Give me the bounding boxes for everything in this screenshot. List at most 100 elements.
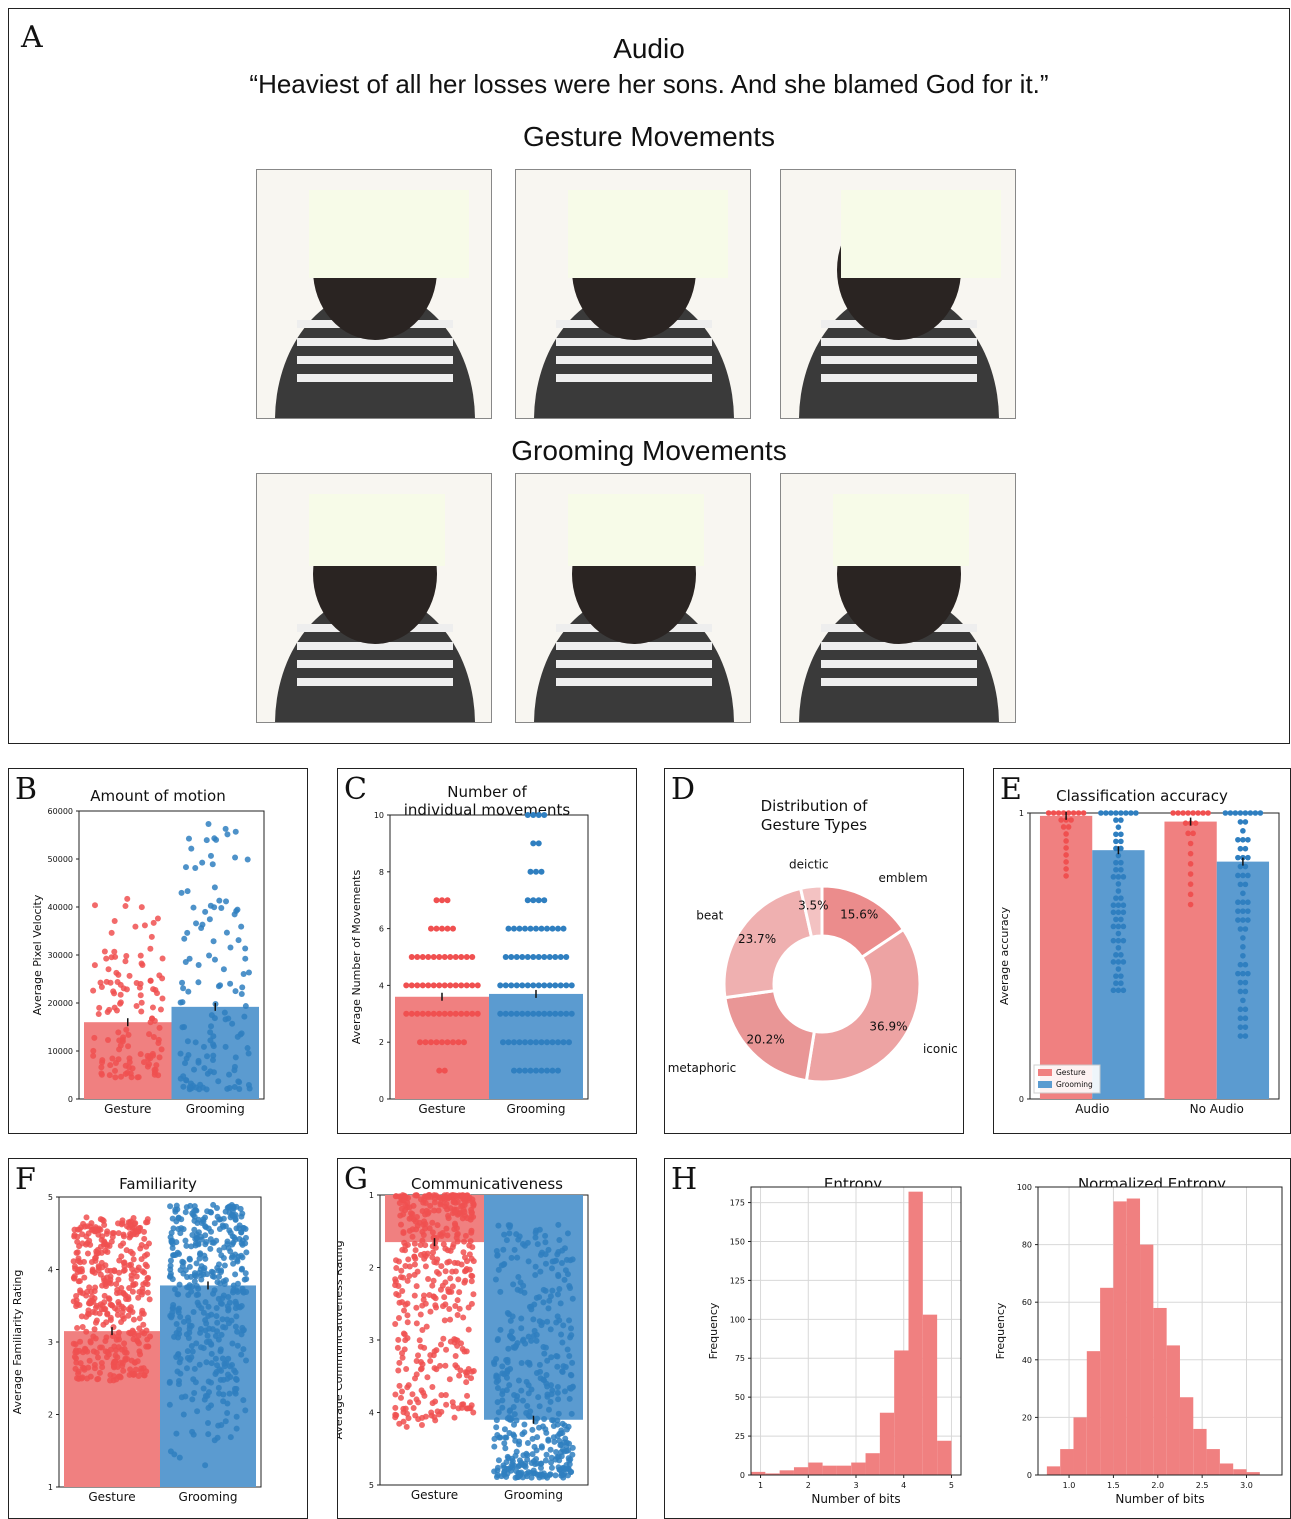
data-point — [449, 1268, 456, 1275]
data-point — [117, 1374, 124, 1381]
data-point — [466, 1194, 473, 1201]
data-point — [126, 1371, 133, 1378]
data-point — [1113, 952, 1119, 958]
data-point — [449, 1399, 456, 1406]
data-point — [1257, 810, 1264, 816]
data-point — [180, 1083, 187, 1090]
data-point — [1115, 874, 1122, 880]
data-point — [516, 925, 523, 932]
data-point — [509, 1458, 516, 1465]
data-point — [1115, 923, 1122, 930]
data-point — [130, 1256, 137, 1263]
data-point — [1115, 959, 1122, 965]
data-point — [530, 1316, 537, 1323]
data-point — [234, 1328, 241, 1335]
data-point — [99, 1364, 106, 1371]
histogram-bar — [779, 1470, 794, 1475]
data-point — [454, 1342, 461, 1349]
data-point — [130, 1316, 137, 1323]
data-point — [456, 1372, 463, 1379]
y-tick-label: 5 — [48, 1193, 53, 1202]
data-point — [560, 925, 567, 932]
data-point — [550, 1434, 557, 1441]
data-point — [406, 1399, 413, 1406]
y-tick-label: 20 — [1022, 1413, 1032, 1422]
data-point — [533, 1067, 539, 1074]
data-point — [156, 1024, 163, 1031]
data-point — [414, 982, 421, 989]
person-figure — [257, 474, 491, 722]
shirt-stripe — [556, 678, 712, 686]
data-point — [552, 982, 559, 989]
data-point — [1240, 997, 1246, 1004]
y-tick-label: 60000 — [48, 807, 73, 816]
data-point — [536, 1361, 543, 1368]
data-point — [1222, 810, 1229, 816]
data-point — [563, 982, 570, 989]
data-point — [433, 1347, 440, 1354]
data-point — [1240, 899, 1246, 906]
data-point — [196, 1361, 203, 1368]
data-point — [417, 1251, 424, 1258]
data-point — [1063, 852, 1069, 858]
data-point — [536, 1318, 543, 1325]
data-point — [107, 1372, 114, 1379]
data-point — [1242, 863, 1249, 870]
data-point — [398, 1221, 405, 1228]
data-point — [178, 889, 185, 896]
data-point — [1242, 926, 1249, 932]
data-point — [501, 1426, 508, 1433]
data-point — [1118, 980, 1124, 987]
data-point — [542, 1260, 549, 1267]
data-point — [549, 1287, 556, 1294]
data-point — [188, 845, 195, 852]
data-point — [423, 1323, 430, 1330]
data-point — [98, 1070, 105, 1077]
slice-percent-label: 15.6% — [840, 907, 878, 921]
data-point — [442, 1279, 449, 1286]
slice-name-label: metaphoric — [668, 1061, 737, 1075]
data-point — [156, 972, 163, 979]
data-point — [182, 1267, 189, 1274]
data-point — [186, 1084, 193, 1091]
movements-bar-chart: 0 2 4 6 8 10 Average Number of Movements Gestur… — [350, 811, 589, 1116]
slice-deictic — [798, 884, 824, 939]
data-point — [130, 1231, 137, 1238]
data-point — [410, 1404, 417, 1411]
data-point — [436, 954, 443, 960]
data-point — [75, 1370, 82, 1377]
data-point — [208, 1311, 215, 1318]
data-point — [135, 1225, 142, 1232]
data-point — [182, 864, 189, 871]
data-point — [199, 921, 206, 928]
data-point — [518, 1325, 525, 1332]
data-point — [399, 1354, 406, 1361]
data-point — [1242, 845, 1249, 852]
histogram-bar — [1233, 1469, 1247, 1475]
data-point — [544, 1391, 551, 1398]
data-point — [191, 1270, 198, 1277]
data-point — [535, 1010, 542, 1017]
data-point — [427, 1308, 434, 1315]
data-point — [544, 1318, 551, 1325]
data-point — [494, 1385, 501, 1392]
gesture-photo-3 — [780, 169, 1016, 419]
data-point — [112, 1347, 119, 1354]
data-point — [1237, 979, 1244, 986]
data-point — [191, 1213, 198, 1220]
data-point — [192, 864, 199, 871]
data-point — [549, 1417, 556, 1424]
data-point — [541, 954, 548, 960]
data-point — [120, 1305, 127, 1312]
data-point — [1170, 810, 1176, 816]
data-point — [424, 1374, 431, 1381]
face-redaction-box — [841, 190, 1001, 278]
data-point — [143, 1219, 150, 1226]
data-point — [528, 1306, 535, 1313]
data-point — [1110, 874, 1117, 880]
data-point — [206, 916, 213, 923]
data-point — [506, 1311, 513, 1318]
data-point — [92, 1284, 99, 1291]
data-point — [121, 1340, 128, 1347]
data-point — [557, 1010, 564, 1017]
